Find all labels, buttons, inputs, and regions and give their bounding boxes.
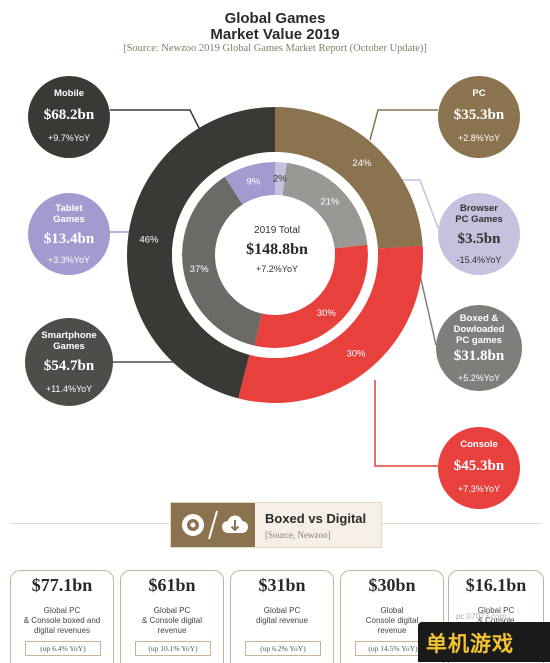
ribbon-source: [Source, Newzoo]	[265, 530, 331, 540]
watermark-site: pc.07073.com	[456, 612, 507, 621]
bubble-browser-value: $3.5bn	[457, 231, 501, 247]
card-1: $77.1bn Global PC & Console boxed and di…	[10, 570, 114, 663]
bubble-browser-name: Browser PC Games	[455, 203, 503, 225]
connector-console	[374, 380, 438, 467]
bubble-smartphone-value: $54.7bn	[43, 358, 95, 374]
bubble-smartphone-yoy: +11.4%YoY	[45, 384, 93, 394]
disc-icon	[182, 514, 204, 536]
boxed-vs-digital-header: Boxed vs Digital [Source, Newzoo]	[170, 502, 382, 548]
watermark-logo: pc.07073.com 单机游戏	[418, 612, 550, 662]
total-label: 2019 Total	[254, 225, 300, 236]
connector-browser	[285, 179, 439, 229]
outer-slice-console	[238, 245, 423, 403]
card-2-growth: (up 10.1% YoY)	[135, 641, 211, 656]
card-1-desc: Global PC & Console boxed and digital re…	[23, 606, 101, 635]
inner-slice-browser-pc-games	[275, 162, 287, 196]
bubble-console: Console $45.3bn +7.3%YoY	[438, 427, 520, 509]
inner-slice-boxed-dowloaded-pc-games	[282, 162, 368, 249]
card-1-growth: (up 6.4% YoY)	[25, 641, 101, 656]
bubble-console-value: $45.3bn	[453, 458, 505, 474]
bubble-browser: Browser PC Games $3.5bn -15.4%YoY	[438, 193, 520, 275]
card-3-growth: (up 6.2% YoY)	[245, 641, 321, 656]
divider-left	[10, 523, 170, 524]
percent-labels: 24% 30% 46% 2% 21% 30% 37% 9%	[139, 158, 372, 359]
outer-label-console: 30%	[346, 348, 366, 359]
card-3: $31bn Global PC digital revenue (up 6.2%…	[230, 570, 334, 663]
card-3-desc: Global PC digital revenue	[255, 606, 309, 625]
inner-slice-console	[254, 244, 368, 348]
cloud-download-icon	[222, 515, 248, 533]
card-1-value: $77.1bn	[31, 575, 93, 595]
card-5-value: $16.1bn	[465, 575, 527, 595]
chart-title-line2: Market Value 2019	[210, 26, 340, 43]
total-value: $148.8bn	[246, 241, 308, 258]
bubble-mobile-name: Mobile	[53, 88, 85, 99]
inner-label-smartphone-games: 37%	[190, 264, 210, 275]
card-2: $61bn Global PC & Console digital revenu…	[120, 570, 224, 663]
slash-divider	[208, 510, 218, 540]
bubble-tablet-name: Tablet Games	[53, 203, 85, 225]
donut-chart: 24% 30% 46% 2% 21% 30% 37% 9%	[110, 107, 439, 467]
bubble-smartphone: Smartphone Games $54.7bn +11.4%YoY	[25, 318, 113, 406]
bubble-boxed-name: Boxed & Dowloaded PC games	[453, 313, 505, 346]
bubble-tablet-yoy: +3.3%YoY	[48, 255, 90, 265]
total-center: 2019 Total $148.8bn +7.2%YoY	[222, 225, 332, 274]
outer-slice-mobile	[126, 107, 275, 399]
inner-slice-smartphone-games	[182, 176, 262, 346]
bubble-tablet: Tablet Games $13.4bn +3.3%YoY	[28, 193, 110, 275]
bubble-browser-yoy: -15.4%YoY	[456, 255, 502, 265]
card-4-value: $30bn	[368, 575, 416, 595]
bubble-boxed: Boxed & Dowloaded PC games $31.8bn +5.2%…	[436, 305, 522, 391]
inner-label-console: 30%	[317, 308, 337, 319]
bubble-pc-value: $35.3bn	[453, 107, 505, 123]
bubble-mobile-yoy: +9.7%YoY	[48, 133, 90, 143]
card-5-desc: Global PC & Console	[477, 606, 515, 625]
outer-label-mobile: 46%	[139, 235, 159, 246]
inner-label-tablet-games: 9%	[246, 177, 260, 188]
outer-label-pc: 24%	[352, 158, 372, 169]
chart-title-line1: Global Games	[224, 10, 326, 27]
card-2-value: $61bn	[148, 575, 196, 595]
bubble-mobile-value: $68.2bn	[43, 107, 95, 123]
outer-ring	[126, 107, 423, 403]
inner-ring	[172, 152, 378, 358]
card-5: $16.1bn Global PC & Console	[448, 570, 544, 663]
bubble-console-name: Console	[460, 439, 498, 450]
bubble-console-yoy: +7.3%YoY	[458, 484, 500, 494]
inner-label-boxed-dowloaded-pc-games: 21%	[320, 196, 340, 207]
bubble-mobile: Mobile $68.2bn +9.7%YoY	[28, 76, 110, 158]
connector-pc	[369, 109, 438, 141]
bubble-pc-yoy: +2.8%YoY	[458, 133, 500, 143]
bubble-pc-name: PC	[472, 88, 486, 99]
card-2-desc: Global PC & Console digital revenue	[141, 606, 203, 635]
icon-box	[171, 503, 255, 547]
total-yoy: +7.2%YoY	[256, 264, 298, 274]
outer-slice-pc	[275, 107, 423, 249]
bubble-pc: PC $35.3bn +2.8%YoY	[438, 76, 520, 158]
inner-label-browser-pc-games: 2%	[273, 174, 287, 185]
inner-slice-tablet-games	[224, 162, 275, 205]
card-3-value: $31bn	[258, 575, 306, 595]
watermark-text: 单机游戏	[426, 633, 514, 656]
bubble-tablet-value: $13.4bn	[43, 231, 95, 247]
bubble-boxed-value: $31.8bn	[453, 348, 505, 364]
bubble-boxed-yoy: +5.2%YoY	[458, 373, 500, 383]
card-4-desc: Global Console digital revenue	[365, 606, 419, 635]
ribbon-title: Boxed vs Digital	[265, 511, 367, 526]
bubble-smartphone-name: Smartphone Games	[41, 330, 97, 352]
ring-gap	[172, 152, 378, 358]
card-4: $30bn Global Console digital revenue (up…	[340, 570, 444, 663]
divider-right	[380, 523, 540, 524]
chart-source: [Source: Newzoo 2019 Global Games Market…	[123, 43, 427, 54]
